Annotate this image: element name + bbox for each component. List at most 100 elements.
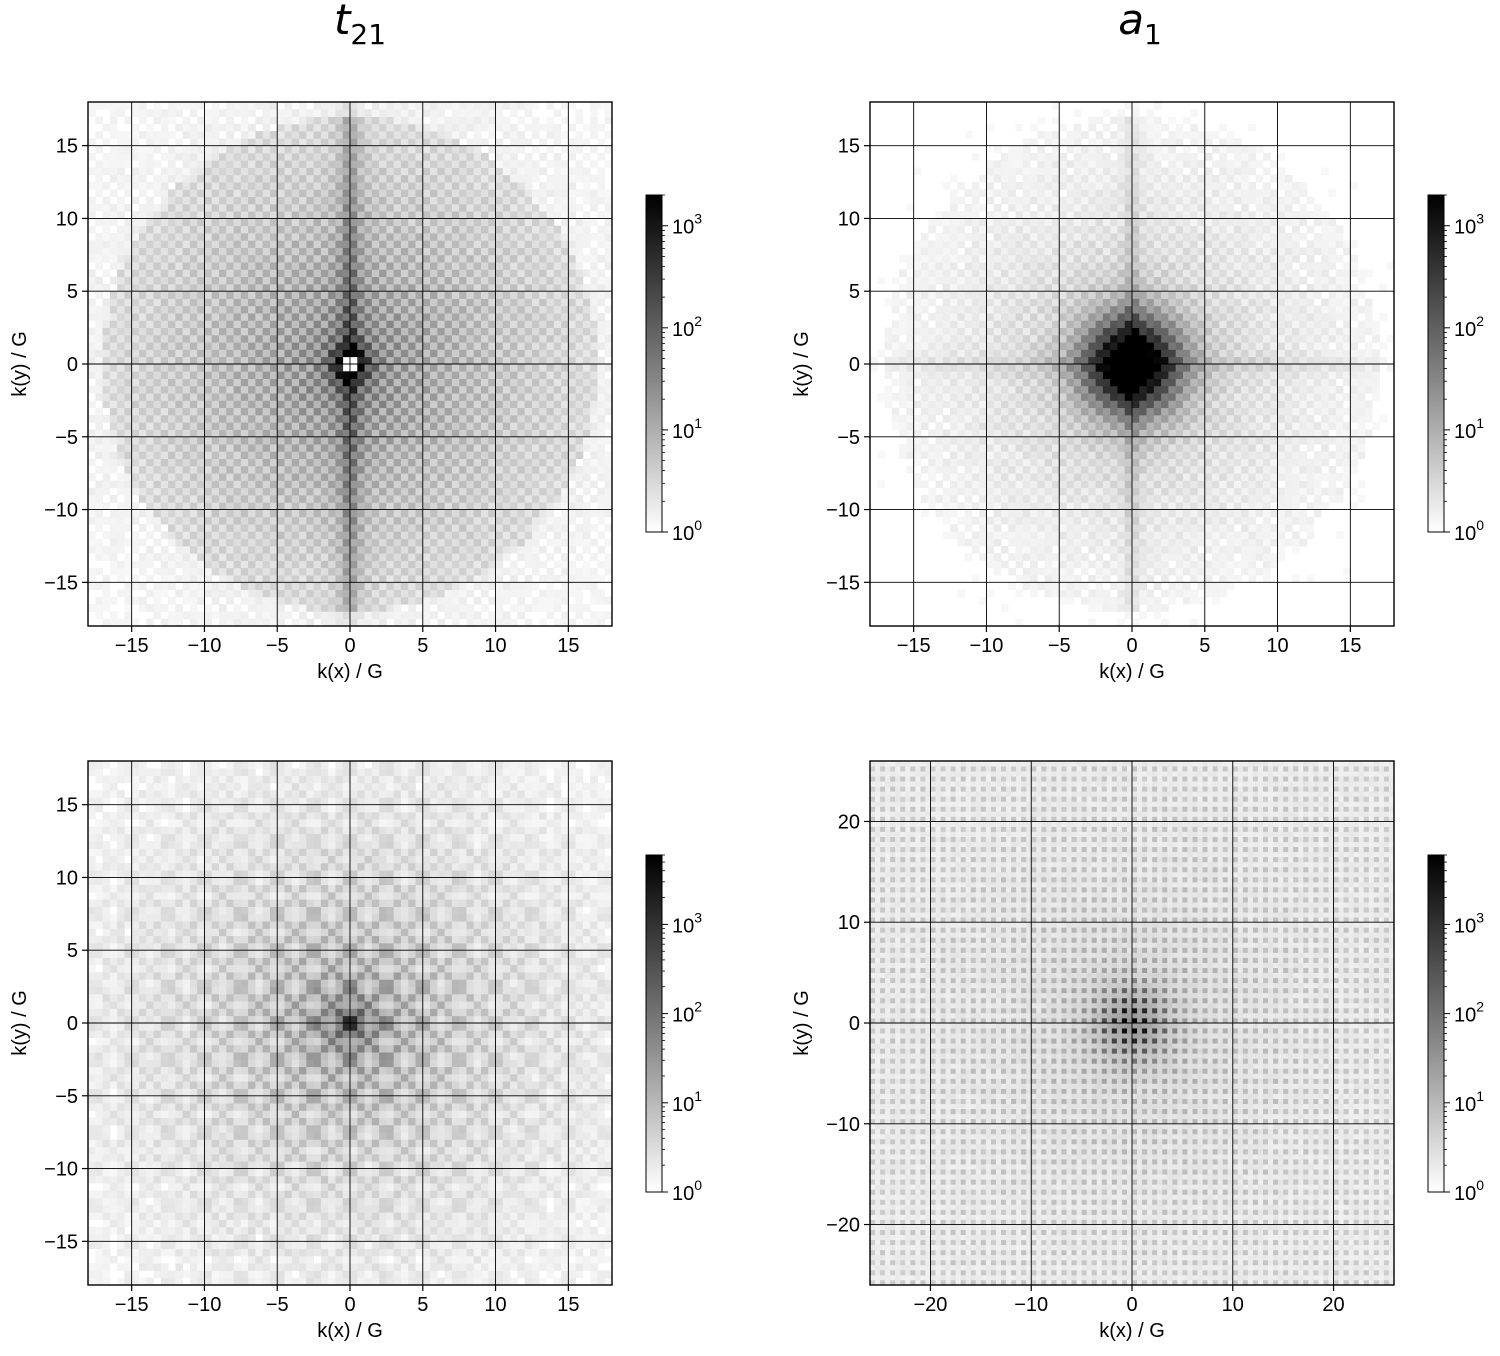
heatmap-cell — [364, 618, 373, 626]
heatmap-cell — [604, 465, 612, 474]
heatmap-cell — [575, 131, 584, 139]
heatmap-cell — [415, 516, 424, 525]
heatmap-cell — [109, 233, 118, 241]
heatmap-cell — [473, 618, 482, 626]
heatmap-cell — [466, 451, 475, 460]
heatmap-cell — [473, 102, 482, 110]
heatmap-cell — [430, 320, 438, 329]
heatmap-cell — [437, 138, 446, 147]
heatmap-cell — [451, 189, 460, 198]
heatmap-cell — [597, 545, 606, 554]
heatmap-cell — [226, 218, 234, 227]
heatmap-cell — [219, 429, 227, 438]
heatmap-cell — [473, 276, 482, 285]
heatmap-cell — [269, 160, 278, 168]
heatmap-cell — [488, 545, 496, 554]
heatmap-cell — [138, 109, 147, 117]
heatmap-cell — [488, 240, 496, 248]
heatmap-cell — [320, 414, 329, 423]
heatmap-cell — [408, 145, 416, 154]
heatmap-cell — [233, 138, 242, 147]
heatmap-cell — [590, 254, 598, 263]
heatmap-cell — [575, 160, 584, 168]
heatmap-cell — [204, 109, 213, 117]
heatmap-cell — [219, 560, 227, 569]
heatmap-cell — [342, 560, 351, 569]
heatmap-cell — [320, 364, 329, 372]
heatmap-cell — [168, 189, 176, 198]
heatmap-cell — [364, 269, 373, 278]
heatmap-cell — [502, 524, 511, 532]
heatmap-cell — [102, 138, 111, 147]
heatmap-cell — [466, 305, 475, 314]
heatmap-cell — [262, 342, 271, 350]
heatmap-cell — [248, 422, 256, 430]
heatmap-cell — [524, 276, 533, 285]
heatmap-cell — [342, 189, 351, 198]
heatmap-cell — [306, 305, 315, 314]
heatmap-cell — [88, 342, 96, 350]
heatmap-cell — [182, 509, 191, 518]
heatmap-cell — [124, 233, 133, 241]
heatmap-cell — [131, 618, 140, 626]
heatmap-cell — [211, 211, 220, 219]
heatmap-cell — [364, 233, 373, 241]
heatmap-cell — [138, 211, 147, 219]
heatmap-cell — [430, 291, 438, 299]
heatmap-cell — [539, 283, 547, 292]
heatmap-cell — [408, 131, 416, 139]
heatmap-cell — [386, 400, 395, 409]
heatmap-cell — [124, 342, 133, 350]
heatmap-cell — [291, 211, 300, 219]
heatmap-cell — [531, 291, 540, 299]
heatmap-cell — [284, 102, 293, 110]
heatmap-cell — [109, 524, 118, 532]
heatmap-cell — [131, 436, 140, 445]
heatmap-cell — [313, 160, 322, 168]
heatmap-cell — [386, 138, 395, 147]
heatmap-cell — [219, 123, 227, 132]
heatmap-cell — [124, 327, 133, 336]
heatmap-cell — [582, 334, 591, 343]
heatmap-cell — [284, 138, 293, 147]
heatmap-cell — [102, 516, 111, 525]
heatmap-cell — [400, 553, 409, 561]
heatmap-cell — [175, 269, 184, 278]
heatmap-cell — [95, 174, 103, 183]
heatmap-cell — [466, 262, 475, 270]
heatmap-cell — [386, 509, 395, 518]
heatmap-cell — [189, 298, 198, 307]
heatmap-cell — [473, 436, 482, 445]
heatmap-cell — [138, 356, 147, 365]
heatmap-cell — [517, 349, 526, 358]
heatmap-cell — [553, 465, 562, 474]
heatmap-cell — [575, 327, 584, 336]
heatmap-cell — [226, 145, 234, 154]
heatmap-cell — [124, 225, 133, 234]
heatmap-cell — [597, 189, 606, 198]
heatmap-cell — [371, 276, 380, 285]
heatmap-cell — [553, 538, 562, 547]
heatmap-cell — [430, 393, 438, 401]
heatmap-cell — [299, 487, 307, 496]
heatmap-cell — [517, 305, 526, 314]
heatmap-cell — [277, 349, 285, 358]
heatmap-cell — [95, 291, 103, 299]
heatmap-cell — [400, 211, 409, 219]
heatmap-cell — [386, 582, 395, 591]
heatmap-cell — [597, 334, 606, 343]
heatmap-cell — [313, 131, 322, 139]
heatmap-cell — [466, 123, 475, 132]
heatmap-cell — [117, 262, 125, 270]
heatmap-cell — [168, 400, 176, 409]
heatmap-cell — [95, 247, 103, 256]
heatmap-cell — [88, 444, 96, 452]
heatmap-cell — [269, 283, 278, 292]
heatmap-cell — [546, 364, 555, 372]
heatmap-cell — [306, 145, 315, 154]
heatmap-cell — [575, 538, 584, 547]
heatmap-cell — [597, 364, 606, 372]
heatmap-cell — [153, 225, 162, 234]
heatmap-cell — [488, 611, 496, 620]
heatmap-cell — [575, 567, 584, 576]
